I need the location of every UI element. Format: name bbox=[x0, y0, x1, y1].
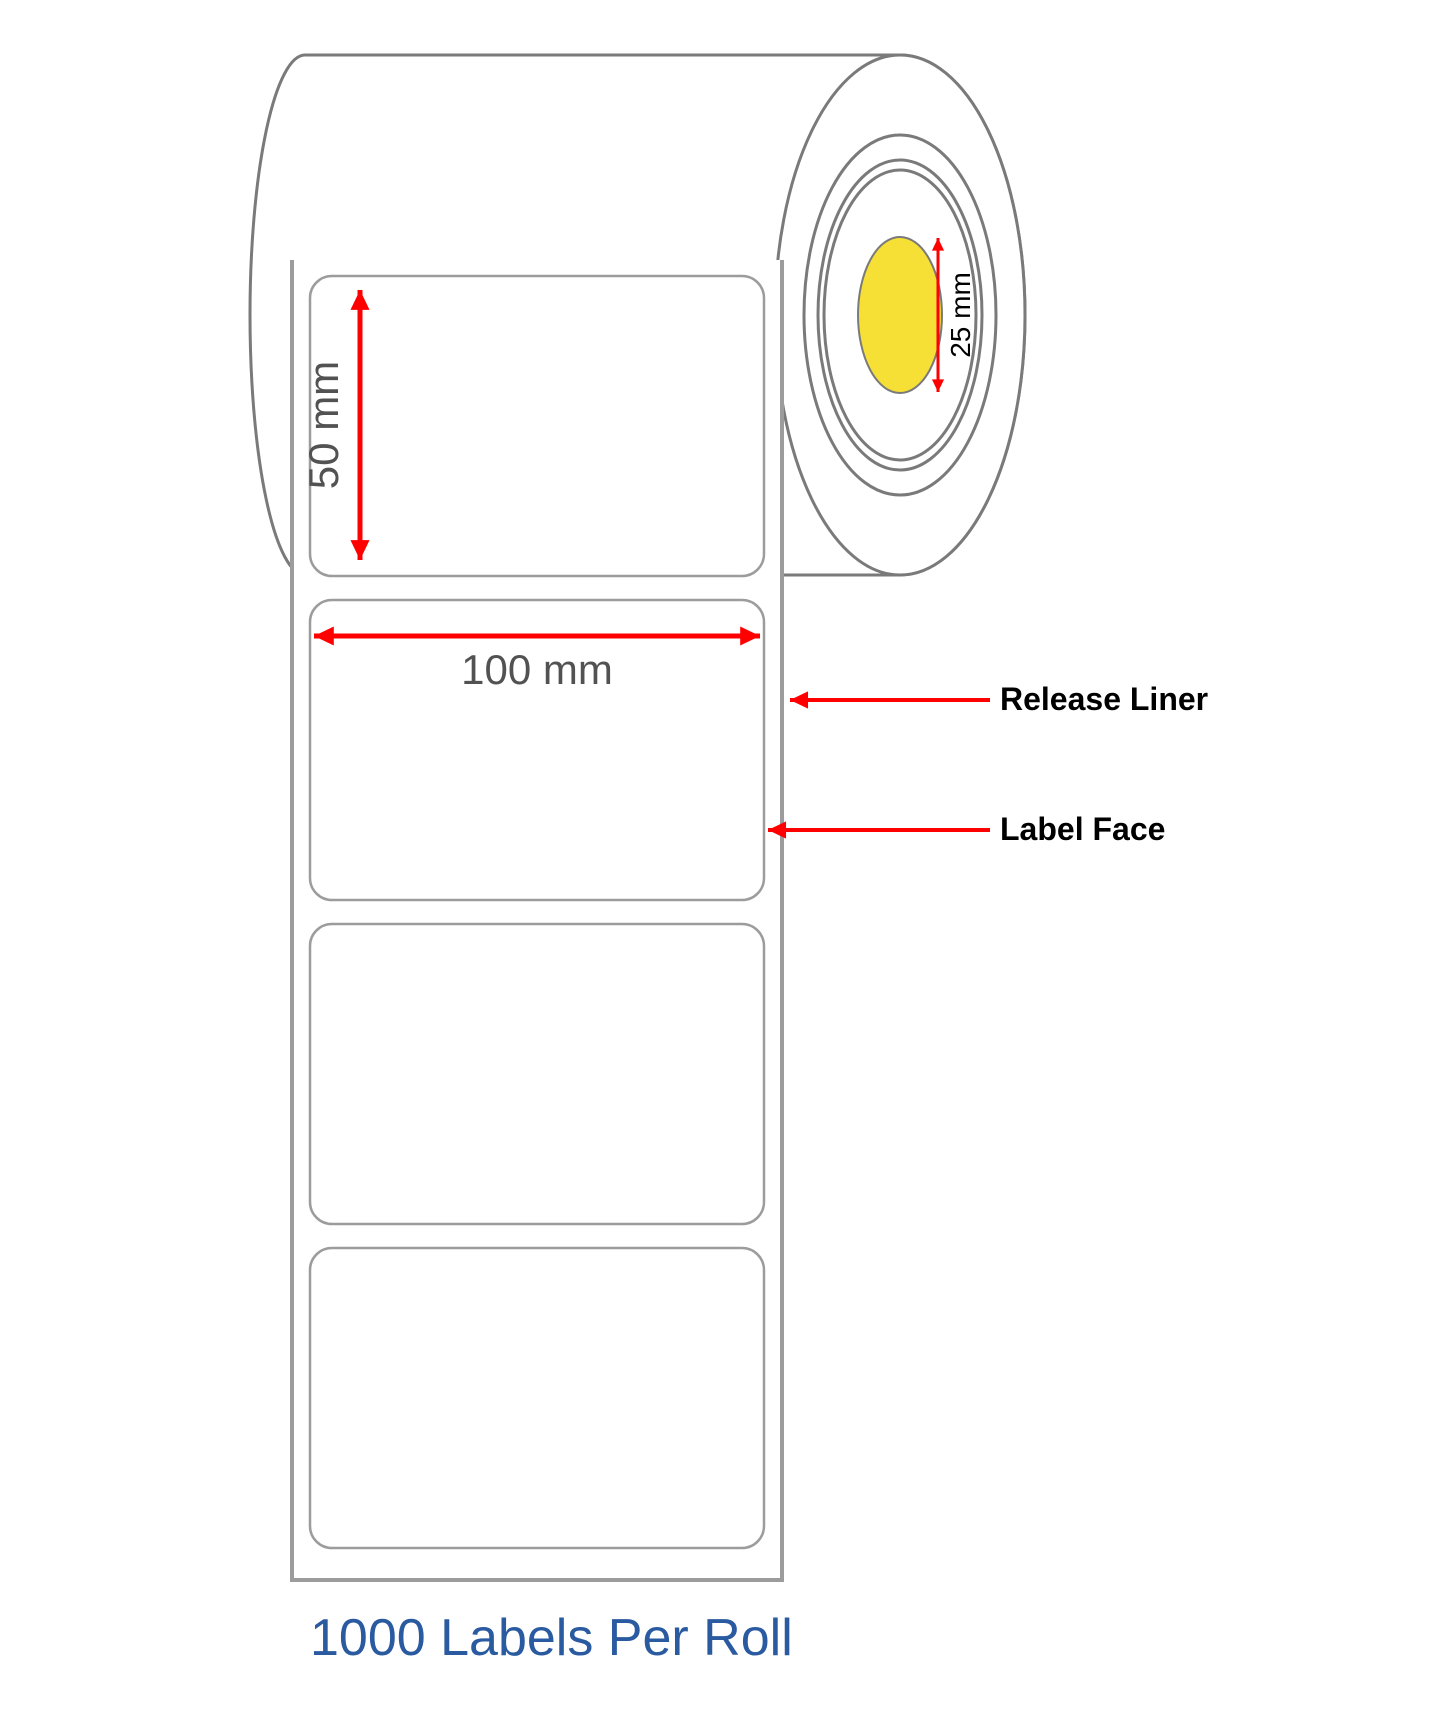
label-height-label: 50 mm bbox=[300, 361, 347, 489]
label-face-rect bbox=[310, 276, 764, 576]
callout-release-liner: Release Liner bbox=[790, 681, 1208, 717]
label-strip bbox=[292, 260, 782, 1580]
label-face-rect bbox=[310, 924, 764, 1224]
callout-label-face-label: Label Face bbox=[1000, 811, 1165, 847]
label-width-label: 100 mm bbox=[461, 646, 613, 693]
callout-release-liner-label: Release Liner bbox=[1000, 681, 1208, 717]
label-face-rect bbox=[310, 600, 764, 900]
core-diameter-label: 25 mm bbox=[945, 272, 976, 358]
footer-label-count: 1000 Labels Per Roll bbox=[310, 1609, 793, 1667]
core-hole bbox=[858, 237, 942, 393]
label-face-rect bbox=[310, 1248, 764, 1548]
callout-label-face: Label Face bbox=[768, 811, 1165, 847]
